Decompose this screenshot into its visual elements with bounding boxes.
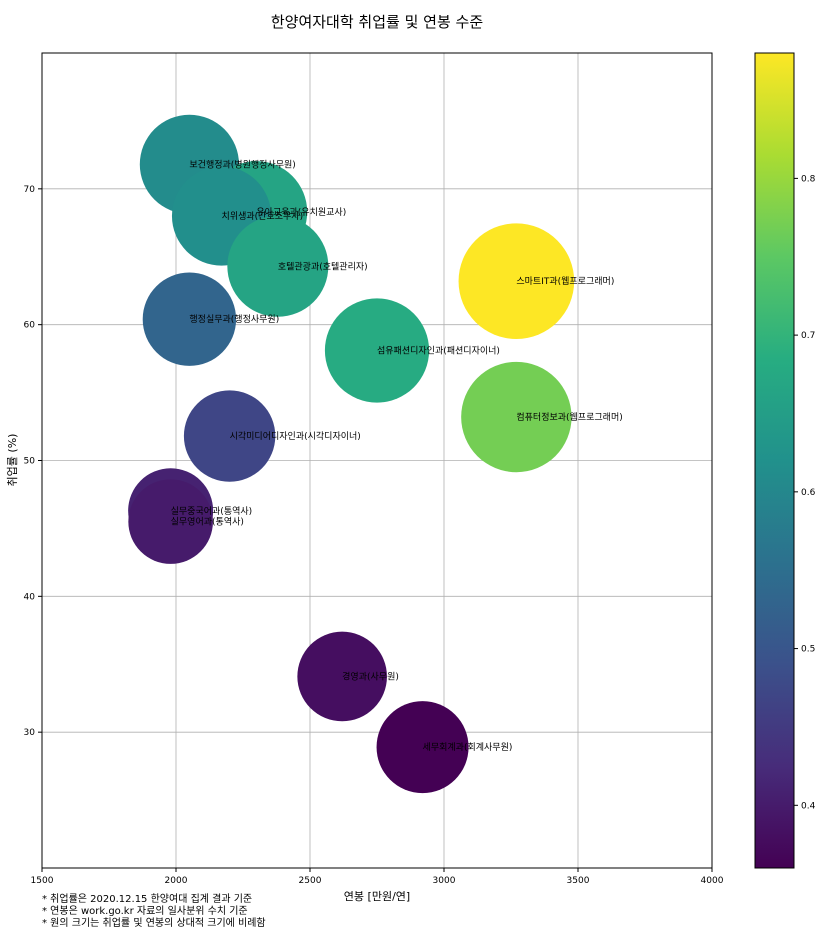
bubble-label: 섬유패션디자인과(패션디자이너): [377, 345, 500, 356]
colorbar-tick-label: 0.7: [801, 331, 815, 341]
y-tick-label: 30: [24, 728, 36, 738]
x-tick-label: 3500: [567, 876, 590, 886]
bubble-label: 컴퓨터정보과(웹프로그래머): [516, 411, 622, 423]
chart-title: 한양여자대학 취업률 및 연봉 수준: [271, 13, 483, 31]
colorbar: [754, 52, 795, 869]
y-tick-label: 40: [24, 592, 36, 602]
footnote-3: * 원의 크기는 취업률 및 연봉의 상대적 크기에 비례함: [42, 918, 266, 929]
x-tick-label: 2500: [299, 876, 322, 886]
grid: [42, 53, 712, 868]
colorbar-tick-label: 0.5: [801, 645, 815, 655]
y-tick-label: 70: [24, 185, 36, 195]
x-axis-label: 연봉 [만원/연]: [344, 890, 410, 903]
bubble: [324, 298, 430, 403]
bubble: [227, 215, 329, 317]
bubble: [458, 223, 575, 339]
y-tick-label: 50: [24, 457, 36, 467]
colorbar-tick-label: 0.8: [801, 174, 816, 184]
footnote-1: * 취업률은 2020.12.15 한양여대 집계 결과 기준: [42, 894, 253, 905]
bubble-label: 호텔관광과(호텔관리자): [278, 260, 368, 272]
bubble: [128, 479, 213, 564]
x-ticks: 1500 2000 2500 3000 3500 4000: [31, 868, 724, 886]
bubble: [183, 390, 276, 482]
bubble-label: 실무중국어과(통역사): [171, 506, 253, 517]
bubble-labels: 보건행정과(병원행정사무원) 유아교육과(유치원교사)치위생과(간호조무사) 호텔관…: [171, 158, 623, 753]
x-tick-label: 1500: [31, 876, 54, 886]
bubble: [376, 701, 469, 794]
bubble-label: 스마트IT과(웹프로그래머): [516, 276, 614, 287]
bubble-label: 보건행정과(병원행정사무원): [189, 158, 295, 170]
bubble-label: 행정실무과(행정사무원): [189, 313, 279, 325]
bubble-label: 세무회계과(회계사무원): [423, 741, 513, 753]
colorbar-tick-label: 0.6: [801, 488, 816, 498]
bubble-label: 경영과(사무원): [342, 670, 399, 682]
bubble: [461, 361, 572, 473]
bubble-label: 시각미디어디자인과(시각디자이너): [230, 430, 361, 442]
bubble-label: 치위생과(간호조무사): [222, 210, 304, 222]
x-tick-label: 4000: [701, 876, 724, 886]
x-tick-label: 2000: [165, 876, 188, 886]
bubbles: [128, 114, 575, 794]
colorbar-ticks: 0.4 0.5 0.6 0.7 0.8: [794, 174, 816, 811]
y-tick-label: 60: [24, 321, 36, 331]
bubble: [142, 272, 237, 366]
footnote-2: * 연봉은 work.go.kr 자료의 일사분위 수치 기준: [42, 906, 248, 917]
x-tick-label: 3000: [433, 876, 456, 886]
colorbar-tick-label: 0.4: [801, 801, 816, 811]
y-axis-label: 취업률 (%): [6, 434, 19, 487]
bubble-label: 유아교육과(유치원교사): [256, 206, 346, 218]
y-ticks: 30 40 50 60 70: [24, 185, 42, 738]
bubble: [297, 631, 387, 722]
bubble-label: 실무영어과(통역사): [171, 517, 244, 528]
